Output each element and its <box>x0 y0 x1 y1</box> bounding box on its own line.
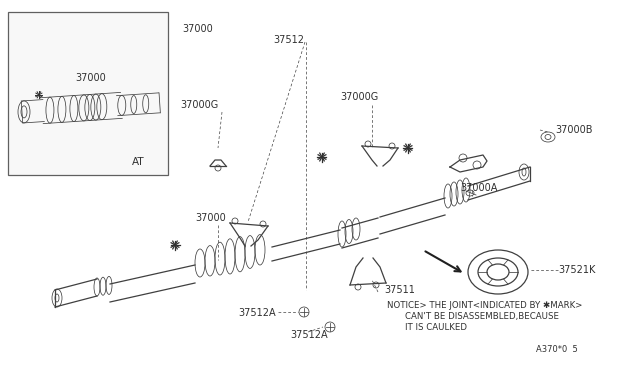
Text: 37000A: 37000A <box>460 183 497 193</box>
Text: 37000G: 37000G <box>340 92 378 102</box>
Text: 37000G: 37000G <box>180 100 218 110</box>
Text: 37512A: 37512A <box>290 330 328 340</box>
Text: AT: AT <box>132 157 144 167</box>
Text: 37000: 37000 <box>182 24 212 34</box>
Bar <box>8 12 168 175</box>
Text: A370*0  5: A370*0 5 <box>536 345 578 354</box>
Text: 37000B: 37000B <box>555 125 593 135</box>
Text: 37512A: 37512A <box>238 308 276 318</box>
Text: 37000: 37000 <box>195 213 226 223</box>
Text: 37512: 37512 <box>273 35 305 45</box>
Text: 37521K: 37521K <box>558 265 595 275</box>
Text: 37511: 37511 <box>384 285 415 295</box>
Text: IT IS CAULKED: IT IS CAULKED <box>405 323 467 331</box>
Text: 37000: 37000 <box>76 73 106 83</box>
Text: CAN'T BE DISASSEMBLED,BECAUSE: CAN'T BE DISASSEMBLED,BECAUSE <box>405 311 559 321</box>
Text: NOTICE> THE JOINT<INDICATED BY ✱MARK>: NOTICE> THE JOINT<INDICATED BY ✱MARK> <box>387 301 582 310</box>
